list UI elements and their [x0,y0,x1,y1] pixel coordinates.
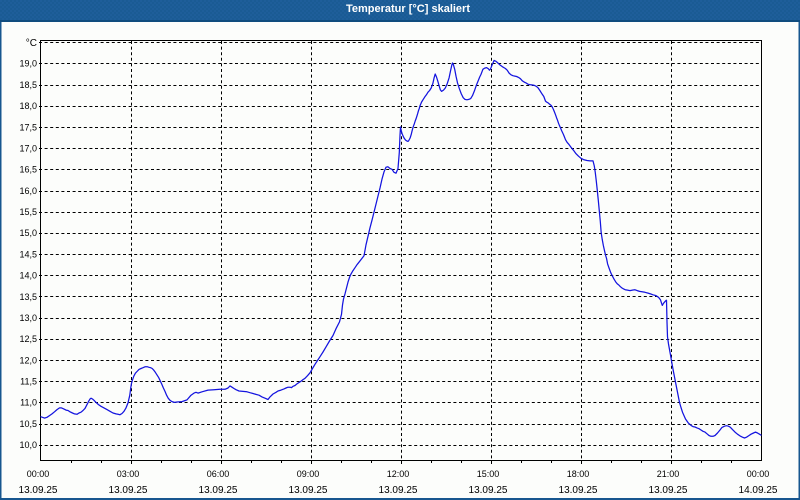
svg-text:°C: °C [26,38,37,49]
svg-text:14,5: 14,5 [19,249,37,259]
svg-text:18,0: 18,0 [19,101,37,111]
svg-text:14.09.25: 14.09.25 [739,485,778,496]
svg-text:16,5: 16,5 [19,165,37,175]
svg-text:13.09.25: 13.09.25 [109,485,148,496]
svg-text:13,5: 13,5 [19,292,37,302]
svg-text:17,5: 17,5 [19,122,37,132]
svg-text:06:00: 06:00 [207,469,230,479]
svg-text:12:00: 12:00 [387,469,410,479]
svg-text:13.09.25: 13.09.25 [649,485,688,496]
svg-text:14,0: 14,0 [19,271,37,281]
svg-text:12,0: 12,0 [19,355,37,365]
svg-text:18,5: 18,5 [19,80,37,90]
svg-text:11,0: 11,0 [20,398,37,408]
svg-text:10,0: 10,0 [19,440,37,450]
svg-text:00:00: 00:00 [747,469,770,479]
svg-text:21:00: 21:00 [657,469,680,479]
svg-text:13.09.25: 13.09.25 [199,485,238,496]
svg-text:15,5: 15,5 [19,207,37,217]
svg-text:Temperatur [°C] skaliert: Temperatur [°C] skaliert [346,3,470,15]
svg-text:13.09.25: 13.09.25 [469,485,508,496]
svg-text:15:00: 15:00 [477,469,500,479]
svg-text:15,0: 15,0 [19,228,37,238]
svg-text:10,5: 10,5 [19,419,37,429]
svg-text:17,0: 17,0 [19,144,37,154]
svg-text:00:00: 00:00 [27,469,50,479]
svg-text:13.09.25: 13.09.25 [379,485,418,496]
svg-text:03:00: 03:00 [117,469,140,479]
svg-text:13,0: 13,0 [19,313,37,323]
svg-text:11,5: 11,5 [20,377,37,387]
svg-text:13.09.25: 13.09.25 [559,485,598,496]
svg-text:09:00: 09:00 [297,469,320,479]
svg-text:13.09.25: 13.09.25 [289,485,328,496]
svg-text:13.09.25: 13.09.25 [19,485,58,496]
svg-text:18:00: 18:00 [567,469,590,479]
svg-text:16,0: 16,0 [19,186,37,196]
svg-text:19,0: 19,0 [19,59,37,69]
svg-text:12,5: 12,5 [19,334,37,344]
